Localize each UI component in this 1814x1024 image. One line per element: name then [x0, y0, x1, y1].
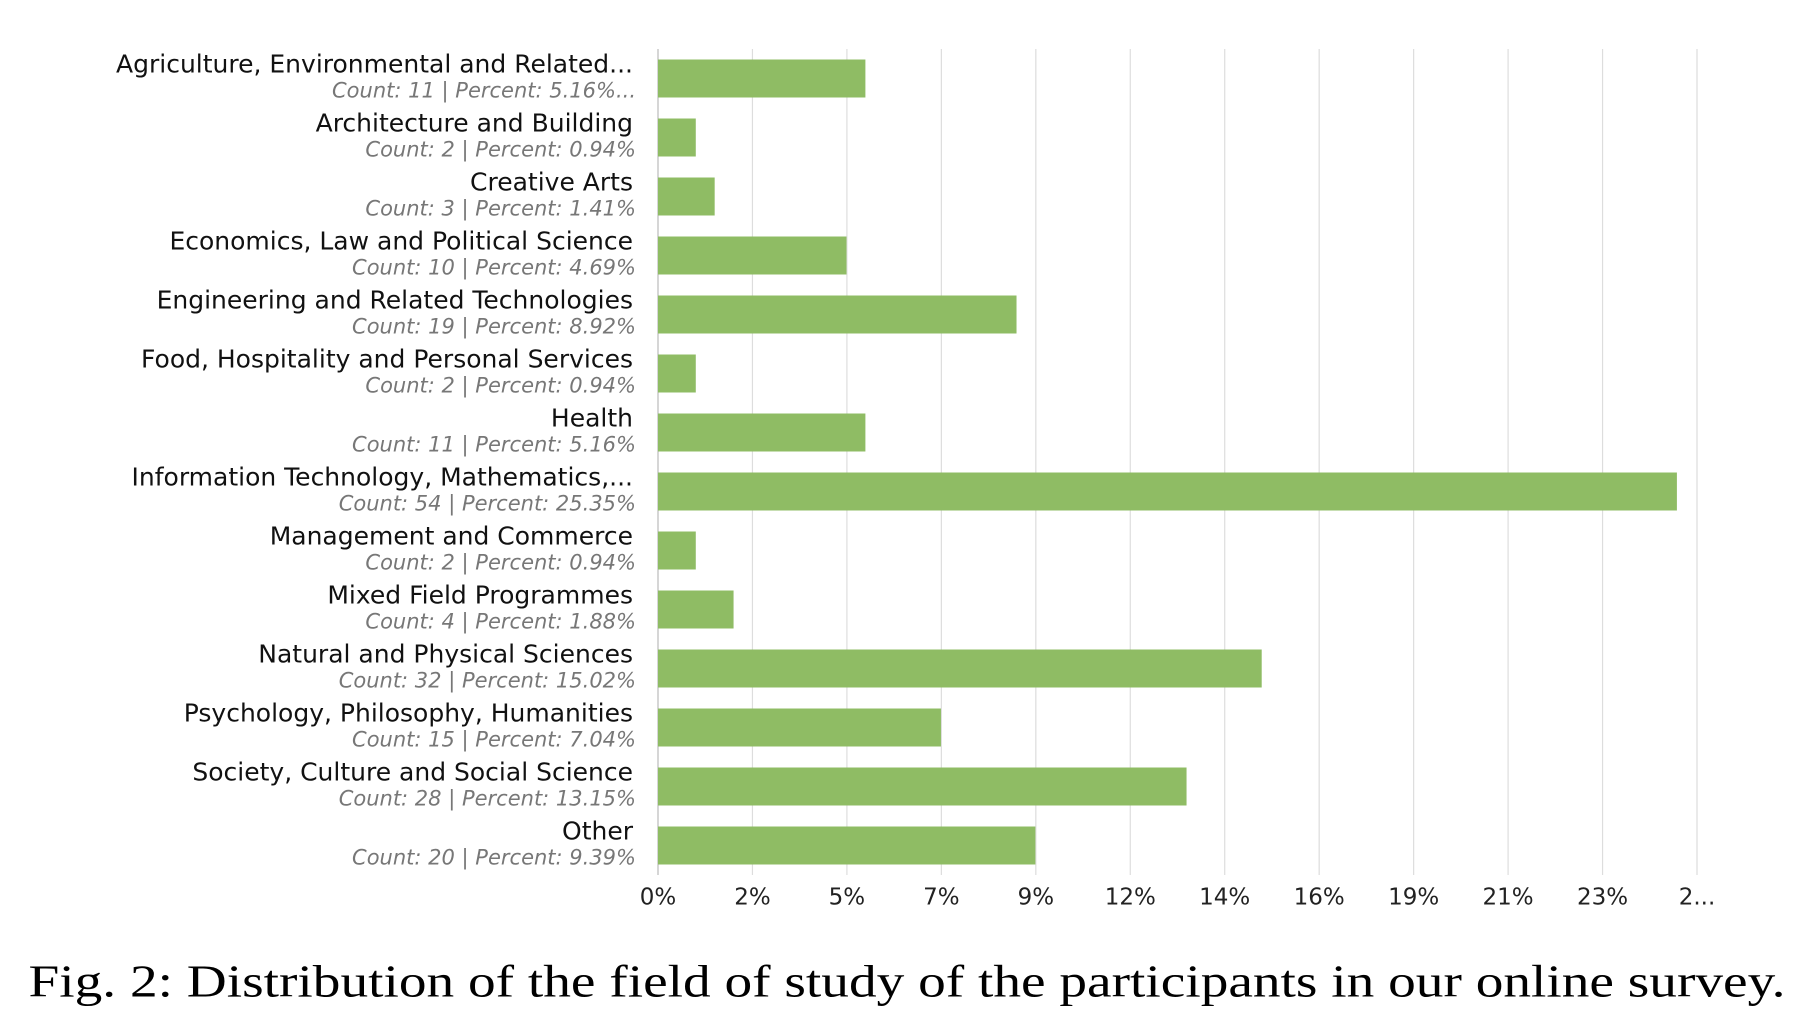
bar [658, 118, 696, 157]
x-tick-label: 0% [640, 885, 677, 911]
x-tick-label: 19% [1388, 885, 1439, 911]
value-label: Count: 10 | Percent: 4.69% [352, 256, 636, 281]
x-tick-label: 21% [1483, 885, 1534, 911]
category-label: Other [562, 817, 634, 846]
x-tick-label: 23% [1577, 885, 1628, 911]
value-label: Count: 32 | Percent: 15.02% [339, 669, 636, 694]
category-label: Health [551, 404, 633, 433]
value-label: Count: 15 | Percent: 7.04% [352, 728, 636, 753]
value-label: Count: 11 | Percent: 5.16% [352, 433, 636, 458]
value-label: Count: 28 | Percent: 13.15% [339, 787, 636, 812]
value-label: Count: 20 | Percent: 9.39% [352, 846, 636, 871]
category-label: Engineering and Related Technologies [157, 286, 633, 315]
bar [658, 472, 1677, 511]
bar [658, 59, 866, 98]
bar [658, 649, 1262, 688]
caption: Fig. 2: Distribution of the field of stu… [29, 956, 1786, 1007]
category-label: Psychology, Philosophy, Humanities [184, 699, 633, 728]
value-label: Count: 2 | Percent: 0.94% [365, 551, 636, 576]
category-label: Mixed Field Programmes [327, 581, 633, 610]
x-tick-label: 14% [1199, 885, 1250, 911]
value-label: Count: 4 | Percent: 1.88% [365, 610, 636, 635]
x-tick-label: 2% [734, 885, 771, 911]
category-label: Management and Commerce [270, 522, 633, 551]
bar [658, 826, 1036, 865]
x-tick-label: 2... [1679, 885, 1716, 911]
bar [658, 354, 696, 393]
value-label: Count: 11 | Percent: 5.16%... [332, 79, 636, 104]
bar [658, 590, 734, 629]
category-label: Food, Hospitality and Personal Services [141, 345, 633, 374]
category-label: Society, Culture and Social Science [192, 758, 633, 787]
bar [658, 295, 1017, 334]
value-label: Count: 19 | Percent: 8.92% [352, 315, 636, 340]
x-tick-label: 16% [1294, 885, 1345, 911]
category-label: Agriculture, Environmental and Related..… [116, 50, 633, 79]
category-label: Information Technology, Mathematics,... [132, 463, 634, 492]
category-label: Creative Arts [470, 168, 633, 197]
bar [658, 531, 696, 570]
x-tick-label: 5% [829, 885, 866, 911]
x-tick-label: 12% [1105, 885, 1156, 911]
category-label: Architecture and Building [316, 109, 633, 138]
value-label: Count: 2 | Percent: 0.94% [365, 374, 636, 399]
x-tick-label: 7% [923, 885, 960, 911]
bar [658, 236, 847, 275]
category-label: Natural and Physical Sciences [258, 640, 633, 669]
x-tick-label: 9% [1018, 885, 1055, 911]
bar [658, 767, 1187, 806]
value-label: Count: 3 | Percent: 1.41% [365, 197, 636, 222]
bar [658, 413, 866, 452]
value-label: Count: 2 | Percent: 0.94% [365, 138, 636, 163]
bar [658, 177, 715, 216]
bar [658, 708, 941, 747]
category-label: Economics, Law and Political Science [169, 227, 633, 256]
value-label: Count: 54 | Percent: 25.35% [339, 492, 636, 517]
